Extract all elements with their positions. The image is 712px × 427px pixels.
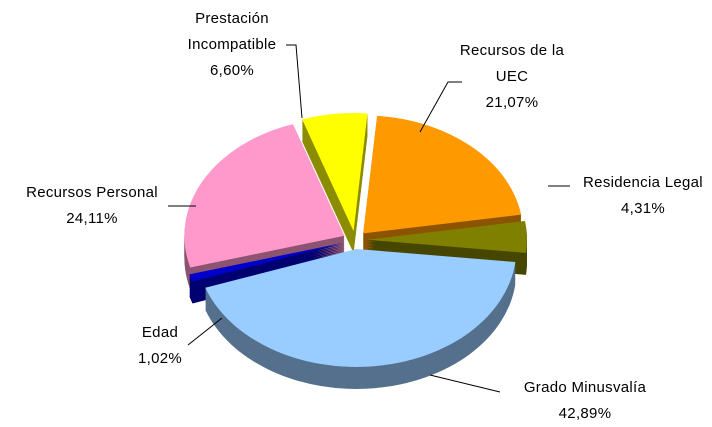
slice-side: [189, 245, 344, 285]
data-label: Prestación Incompatible 6,60%: [177, 6, 287, 84]
slice: [189, 242, 344, 282]
leader-line: [429, 374, 501, 393]
slice-side: [189, 246, 344, 286]
category-label: Recursos de la UEC: [459, 42, 565, 85]
category-label: Grado Minusvalía: [523, 379, 647, 396]
data-label: Residencia Legal 4,31%: [558, 170, 712, 222]
slice-side: [189, 248, 344, 288]
data-label: Edad 1,02%: [130, 320, 190, 372]
slice: [302, 113, 368, 232]
leader-line: [419, 81, 462, 133]
leader-line: [187, 317, 223, 346]
category-label: Residencia Legal: [583, 174, 703, 191]
value-label: 4,31%: [620, 200, 666, 217]
leader-line: [286, 44, 303, 119]
slice: [363, 115, 522, 234]
data-label: Recursos Personal 24,11%: [0, 180, 187, 232]
slice: [366, 221, 527, 253]
slice: [184, 124, 345, 268]
category-label: Recursos Personal: [26, 184, 158, 201]
value-label: 1,02%: [137, 350, 183, 367]
value-label: 6,60%: [209, 62, 255, 79]
value-label: 21,07%: [485, 94, 539, 111]
category-label: Prestación Incompatible: [187, 10, 277, 53]
data-label: Recursos de la UEC 21,07%: [447, 38, 577, 116]
slice-side: [189, 249, 344, 289]
slice-side: [189, 243, 344, 283]
data-label: Grado Minusvalía 42,89%: [485, 375, 685, 427]
value-label: 42,89%: [558, 405, 612, 422]
value-label: 24,11%: [66, 210, 118, 227]
slice: [205, 248, 516, 367]
slice-side: [189, 251, 344, 291]
category-label: Edad: [141, 324, 179, 341]
